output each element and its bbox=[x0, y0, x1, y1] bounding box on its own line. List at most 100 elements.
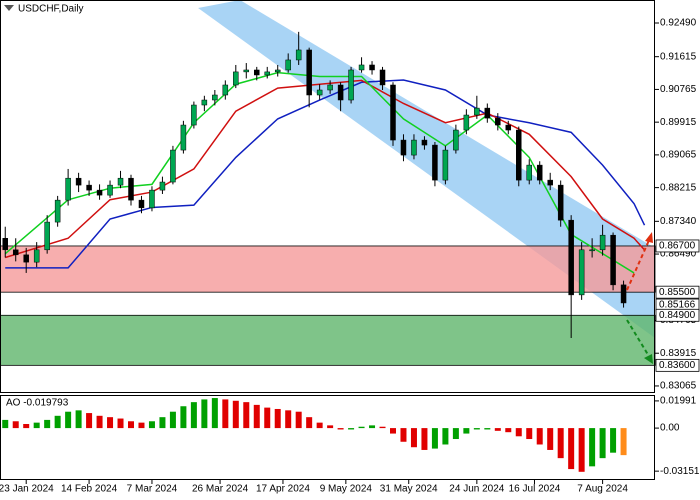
candle-body bbox=[191, 104, 197, 126]
x-tick-label: 16 Jul 2024 bbox=[509, 484, 561, 495]
ao-bar bbox=[599, 428, 606, 459]
ao-bar bbox=[452, 428, 459, 440]
up-arrow bbox=[626, 237, 651, 291]
candle-body bbox=[222, 84, 229, 96]
x-tick-label: 17 Apr 2024 bbox=[256, 484, 310, 495]
ao-bar bbox=[243, 402, 250, 429]
ao-bar bbox=[54, 415, 61, 429]
candle-body bbox=[474, 107, 480, 116]
ao-bar bbox=[306, 417, 313, 429]
candle-body bbox=[536, 164, 543, 181]
candle-body bbox=[75, 177, 82, 186]
indicator-tick-label: 0.01991 bbox=[660, 396, 697, 407]
level-box bbox=[655, 308, 700, 322]
ao-bar bbox=[348, 428, 355, 430]
ao-bar bbox=[138, 422, 145, 429]
candle-body bbox=[170, 149, 176, 183]
candle-body bbox=[274, 69, 281, 73]
ao-bar bbox=[410, 428, 417, 448]
level-label: 0.83600 bbox=[659, 360, 696, 371]
candle-body bbox=[243, 69, 250, 73]
ao-bar bbox=[431, 428, 438, 449]
candle-body bbox=[505, 124, 512, 131]
forecast-arrows bbox=[626, 232, 653, 364]
ao-bar bbox=[557, 428, 564, 459]
candle-body bbox=[411, 139, 417, 156]
y-tick-label: 0.89065 bbox=[660, 150, 697, 161]
candle-body bbox=[400, 139, 407, 156]
candle-body bbox=[620, 284, 627, 304]
ao-bar bbox=[274, 408, 281, 429]
ao-bar bbox=[578, 428, 585, 472]
candle-body bbox=[316, 89, 323, 96]
ao-bar bbox=[33, 422, 40, 429]
ao-bar bbox=[86, 413, 93, 429]
candle-body bbox=[390, 84, 396, 141]
candle-body bbox=[33, 249, 40, 263]
ao-bar bbox=[107, 417, 114, 429]
level-box bbox=[655, 239, 700, 253]
symbol-icon bbox=[4, 5, 14, 11]
y-tick-label: 0.86490 bbox=[660, 249, 697, 260]
level-label: 0.84900 bbox=[659, 310, 696, 321]
candle-body bbox=[547, 179, 553, 186]
y-tick-label: 0.90765 bbox=[660, 84, 697, 95]
up-arrow-head bbox=[645, 232, 653, 243]
ao-bar bbox=[211, 398, 218, 429]
ao-bar bbox=[327, 425, 334, 429]
price-frame bbox=[0, 0, 655, 393]
zone bbox=[0, 245, 656, 293]
candle-body bbox=[2, 238, 8, 251]
y-tick-label: 0.83065 bbox=[660, 381, 697, 392]
ao-bar bbox=[589, 428, 596, 467]
x-tick-label: 7 Mar 2024 bbox=[127, 484, 178, 495]
candle-body bbox=[337, 84, 344, 101]
indicator-tick-label: -0.031517 bbox=[660, 466, 700, 477]
candle-body bbox=[442, 149, 449, 181]
y-tick-label: 0.92490 bbox=[660, 18, 697, 29]
ao-bar bbox=[473, 428, 480, 430]
level-box bbox=[655, 285, 700, 299]
candle-body bbox=[589, 249, 595, 252]
indicator-frame bbox=[0, 395, 655, 480]
x-tick-label: 14 Feb 2024 bbox=[61, 484, 118, 495]
ao-bar bbox=[620, 428, 627, 456]
ao-bar bbox=[148, 421, 155, 429]
ao-bar bbox=[169, 411, 176, 429]
candle-body bbox=[128, 177, 134, 201]
ao-bar bbox=[379, 426, 386, 429]
y-tick-label: 0.91615 bbox=[660, 51, 697, 62]
ao-bar bbox=[222, 399, 229, 429]
candle-body bbox=[379, 69, 386, 86]
candle-body bbox=[327, 84, 333, 91]
candle-body bbox=[295, 49, 302, 61]
ao-bar bbox=[358, 426, 365, 429]
zone bbox=[0, 314, 656, 366]
candle-body bbox=[96, 189, 103, 196]
y-tick-label: 0.89915 bbox=[660, 117, 697, 128]
x-tick-label: 26 Mar 2024 bbox=[192, 484, 249, 495]
ao-bar bbox=[44, 419, 51, 429]
candle-body bbox=[578, 249, 585, 296]
ao-bar bbox=[253, 404, 260, 429]
ao-bar bbox=[610, 428, 617, 453]
candle-body bbox=[264, 71, 270, 76]
ao-bar bbox=[159, 417, 166, 429]
ao-bar bbox=[23, 424, 30, 429]
ao-bar bbox=[316, 422, 323, 429]
candle-body bbox=[12, 249, 19, 256]
candle-body bbox=[610, 234, 616, 286]
ao-bar bbox=[180, 406, 187, 429]
ao-bar bbox=[201, 399, 208, 429]
ao-bar bbox=[442, 428, 449, 445]
indicator-tick-label: 0.00 bbox=[660, 423, 680, 434]
candle-body bbox=[54, 199, 61, 223]
candle-body bbox=[369, 64, 375, 71]
y-tick-label: 0.83915 bbox=[660, 348, 697, 359]
ao-bar bbox=[369, 425, 376, 429]
ao-bar bbox=[295, 411, 302, 429]
ao-bar bbox=[117, 418, 124, 429]
candle-body bbox=[432, 144, 438, 181]
candle-body bbox=[568, 219, 574, 296]
ao-bar bbox=[421, 428, 428, 450]
